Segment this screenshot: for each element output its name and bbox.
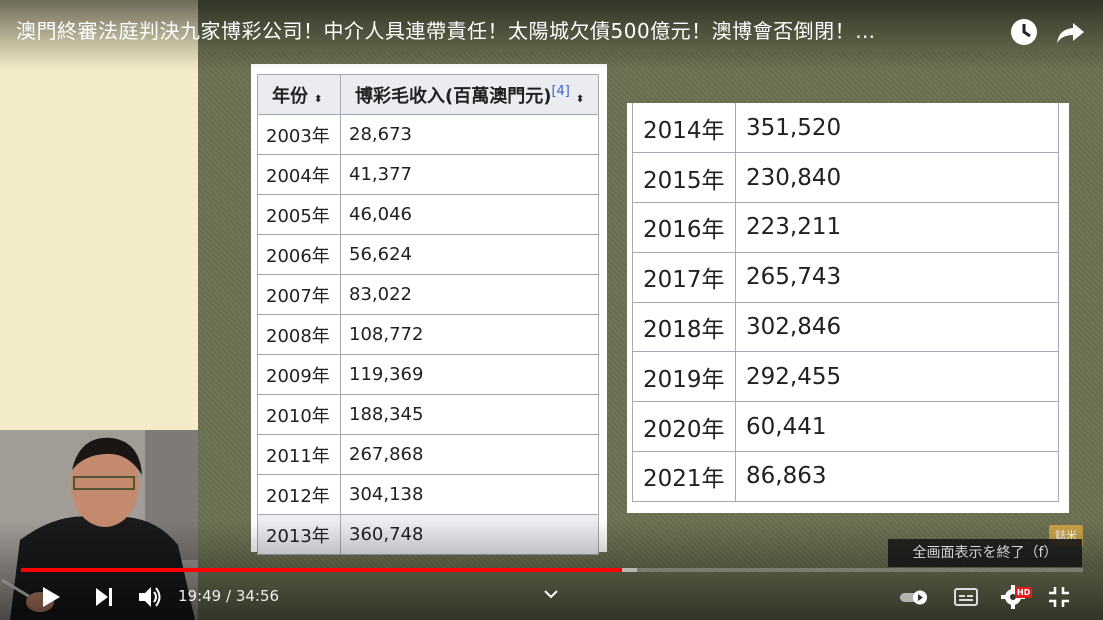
header-revenue-label: 博彩毛收入(百萬澳門元) [355, 85, 552, 107]
chevron-down-icon[interactable] [540, 583, 562, 605]
table-row: 2012年 304,138 [257, 474, 599, 515]
revenue-cell: 223,211 [735, 202, 1059, 253]
revenue-table-left: 年份 ⬍ 博彩毛收入(百萬澳門元)[4] ⬍ 2003年 28,673 2004年 41,… [251, 64, 607, 555]
header-year-cell[interactable]: 年份 ⬍ [257, 74, 341, 115]
year-cell: 2006年 [257, 234, 341, 275]
duration: 34:56 [235, 587, 280, 605]
sort-icon[interactable]: ⬍ [314, 93, 323, 105]
header-year-label: 年份 [272, 85, 308, 107]
sort-icon[interactable]: ⬍ [575, 93, 585, 105]
table-row: 2014年 351,520 [632, 103, 1059, 154]
year-cell: 2014年 [632, 103, 736, 154]
play-icon[interactable] [38, 582, 64, 612]
year-cell: 2010年 [257, 394, 341, 435]
table-row: 2007年 83,022 [257, 274, 599, 315]
year-cell: 2009年 [257, 354, 341, 395]
background-wall [0, 0, 198, 430]
revenue-cell: 60,441 [735, 401, 1059, 453]
reference-link[interactable]: [4] [551, 83, 570, 99]
revenue-cell: 41,377 [340, 154, 599, 195]
revenue-cell: 265,743 [735, 251, 1059, 303]
table-row: 2011年 267,868 [257, 434, 599, 475]
year-cell: 2004年 [257, 154, 341, 195]
revenue-cell: 56,624 [340, 234, 599, 275]
autoplay-toggle-icon[interactable] [898, 582, 932, 612]
video-title[interactable]: 澳門終審法庭判決九家博彩公司！中介人具連帶責任！太陽城欠債500億元！澳博會否倒… [16, 19, 876, 43]
revenue-cell: 46,046 [340, 194, 599, 235]
year-cell: 2011年 [257, 434, 341, 475]
year-cell: 2012年 [257, 474, 341, 515]
revenue-cell: 304,138 [340, 474, 599, 515]
revenue-cell: 302,846 [735, 301, 1059, 353]
revenue-cell: 86,863 [735, 451, 1059, 502]
table-row: 2020年 60,441 [632, 401, 1059, 453]
table-row: 2017年 265,743 [632, 251, 1059, 303]
revenue-cell: 108,772 [340, 314, 599, 355]
year-cell: 2016年 [632, 202, 736, 253]
table-row: 2019年 292,455 [632, 351, 1059, 403]
table-row: 2005年 46,046 [257, 194, 599, 235]
table-row: 2003年 28,673 [257, 114, 599, 155]
year-cell: 2017年 [632, 251, 736, 303]
clock-icon[interactable] [1008, 16, 1040, 48]
revenue-table-right: 2014年 351,520 2015年 230,840 2016年 223,211 2017… [627, 103, 1069, 513]
year-cell: 2015年 [632, 152, 736, 204]
year-cell: 2019年 [632, 351, 736, 403]
hd-badge: HD [1015, 587, 1033, 598]
revenue-cell: 28,673 [340, 114, 599, 155]
revenue-cell: 267,868 [340, 434, 599, 475]
table-row: 2004年 41,377 [257, 154, 599, 195]
revenue-cell: 230,840 [735, 152, 1059, 204]
year-cell: 2020年 [632, 401, 736, 453]
year-cell: 2008年 [257, 314, 341, 355]
year-cell: 2003年 [257, 114, 341, 155]
revenue-cell: 292,455 [735, 351, 1059, 403]
table-row: 2018年 302,846 [632, 301, 1059, 353]
progress-bar[interactable] [21, 568, 1083, 572]
table-row: 2006年 56,624 [257, 234, 599, 275]
year-cell: 2018年 [632, 301, 736, 353]
revenue-cell: 83,022 [340, 274, 599, 315]
volume-icon[interactable] [136, 582, 164, 612]
revenue-cell: 119,369 [340, 354, 599, 395]
revenue-cell: 188,345 [340, 394, 599, 435]
played-bar [21, 568, 623, 572]
table-row: 2009年 119,369 [257, 354, 599, 395]
current-time: 19:49 [178, 587, 222, 605]
table-row: 2010年 188,345 [257, 394, 599, 435]
header-revenue-cell[interactable]: 博彩毛收入(百萬澳門元)[4] ⬍ [340, 74, 599, 115]
revenue-cell: 351,520 [735, 103, 1059, 154]
top-gradient [0, 0, 1103, 70]
year-cell: 2021年 [632, 451, 736, 502]
table-row: 2016年 223,211 [632, 202, 1059, 253]
table-row: 2008年 108,772 [257, 314, 599, 355]
time-display: 19:49 / 34:56 [178, 586, 279, 606]
table-row: 2015年 230,840 [632, 152, 1059, 204]
time-separator: / [221, 587, 236, 605]
exit-fullscreen-icon[interactable] [1045, 582, 1073, 612]
table-row: 2021年 86,863 [632, 451, 1059, 502]
year-cell: 2005年 [257, 194, 341, 235]
next-icon[interactable] [92, 582, 118, 612]
year-cell: 2007年 [257, 274, 341, 315]
subtitles-icon[interactable] [952, 582, 980, 612]
share-icon[interactable] [1054, 16, 1086, 48]
